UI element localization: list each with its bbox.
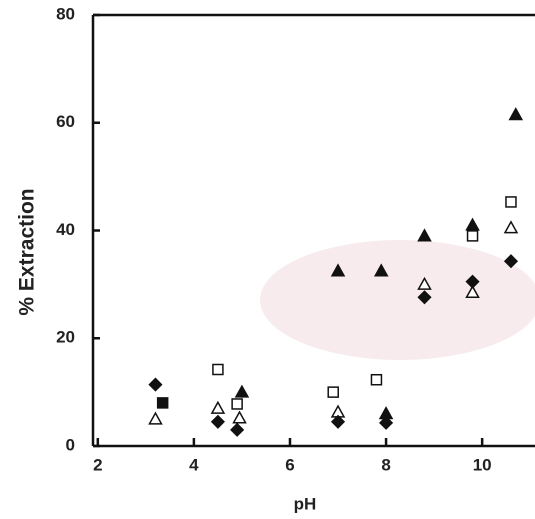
y-tick-label: 0 bbox=[66, 435, 75, 454]
data-point bbox=[328, 387, 338, 397]
x-tick-label: 4 bbox=[189, 455, 199, 474]
chart: pH % Extraction 0 20 40 60 80 2 4 6 8 10 bbox=[0, 0, 535, 519]
data-point bbox=[231, 424, 243, 436]
data-point bbox=[212, 402, 224, 413]
y-axis-label: % Extraction bbox=[16, 188, 39, 315]
data-point bbox=[149, 413, 161, 424]
y-tick-label: 60 bbox=[56, 112, 75, 131]
data-point bbox=[236, 386, 248, 397]
data-point bbox=[232, 399, 242, 409]
y-tick-label: 20 bbox=[56, 328, 75, 347]
data-point bbox=[468, 231, 478, 241]
x-tick-label: 6 bbox=[285, 455, 294, 474]
data-point bbox=[149, 379, 161, 391]
data-point bbox=[213, 364, 223, 374]
x-tick-label: 8 bbox=[381, 455, 390, 474]
y-tick-label: 80 bbox=[56, 4, 75, 23]
data-point bbox=[506, 197, 516, 207]
data-point bbox=[371, 375, 381, 385]
data-point bbox=[505, 222, 517, 233]
watermark bbox=[260, 240, 535, 360]
x-tick-label: 2 bbox=[93, 455, 102, 474]
data-point bbox=[419, 230, 431, 241]
data-point bbox=[510, 109, 522, 120]
data-point bbox=[467, 219, 479, 230]
x-tick-label: 10 bbox=[473, 455, 492, 474]
data-point bbox=[234, 412, 246, 423]
y-tick-label: 40 bbox=[56, 220, 75, 239]
data-point bbox=[212, 416, 224, 428]
data-point bbox=[158, 398, 168, 408]
x-axis-label: pH bbox=[294, 494, 317, 513]
